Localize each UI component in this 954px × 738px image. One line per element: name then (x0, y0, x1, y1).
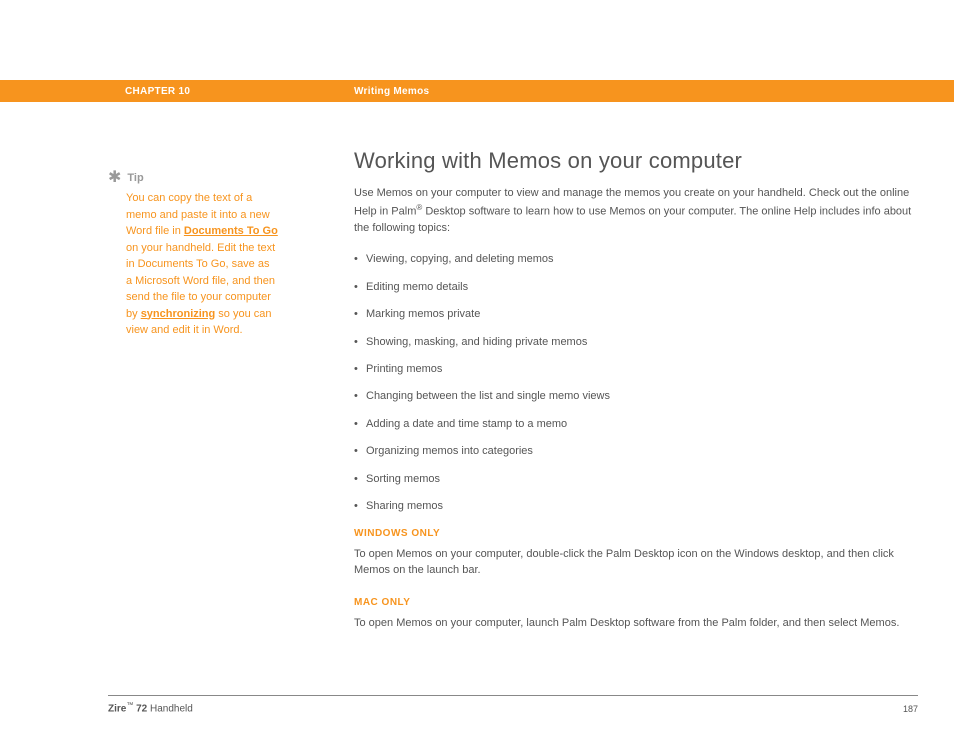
list-item: Printing memos (354, 362, 914, 377)
list-item: Viewing, copying, and deleting memos (354, 252, 914, 267)
windows-heading: WINDOWS ONLY (354, 528, 914, 539)
footer-divider (108, 695, 918, 696)
asterisk-icon: ✱ (108, 170, 121, 186)
footer-tail: Handheld (147, 703, 193, 714)
footer-model: 72 (133, 703, 147, 714)
tip-sidebar: ✱ Tip You can copy the text of a memo an… (108, 170, 278, 339)
list-item: Organizing memos into categories (354, 444, 914, 459)
tip-body: You can copy the text of a memo and past… (108, 190, 278, 339)
intro-paragraph: Use Memos on your computer to view and m… (354, 186, 914, 236)
list-item: Sorting memos (354, 472, 914, 487)
main-content: Working with Memos on your computer Use … (354, 148, 914, 650)
page-title: Working with Memos on your computer (354, 148, 914, 174)
list-item: Editing memo details (354, 280, 914, 295)
list-item: Changing between the list and single mem… (354, 389, 914, 404)
footer-brand: Zire (108, 703, 126, 714)
list-item: Sharing memos (354, 499, 914, 514)
list-item: Marking memos private (354, 307, 914, 322)
chapter-header-bar: CHAPTER 10 Writing Memos (0, 80, 954, 102)
topic-list: Viewing, copying, and deleting memos Edi… (354, 252, 914, 514)
documents-to-go-link[interactable]: Documents To Go (184, 225, 278, 237)
footer-product: Zire™ 72 Handheld (108, 702, 193, 714)
synchronizing-link[interactable]: synchronizing (141, 308, 216, 320)
windows-body: To open Memos on your computer, double-c… (354, 547, 914, 579)
tip-label: Tip (127, 172, 143, 184)
tip-header-row: ✱ Tip (108, 170, 278, 186)
mac-body: To open Memos on your computer, launch P… (354, 616, 914, 632)
intro-text-2: Desktop software to learn how to use Mem… (354, 206, 911, 234)
list-item: Adding a date and time stamp to a memo (354, 417, 914, 432)
list-item: Showing, masking, and hiding private mem… (354, 335, 914, 350)
chapter-label: CHAPTER 10 (125, 86, 190, 97)
section-label: Writing Memos (354, 86, 429, 97)
page-number: 187 (903, 704, 918, 714)
mac-heading: MAC ONLY (354, 597, 914, 608)
